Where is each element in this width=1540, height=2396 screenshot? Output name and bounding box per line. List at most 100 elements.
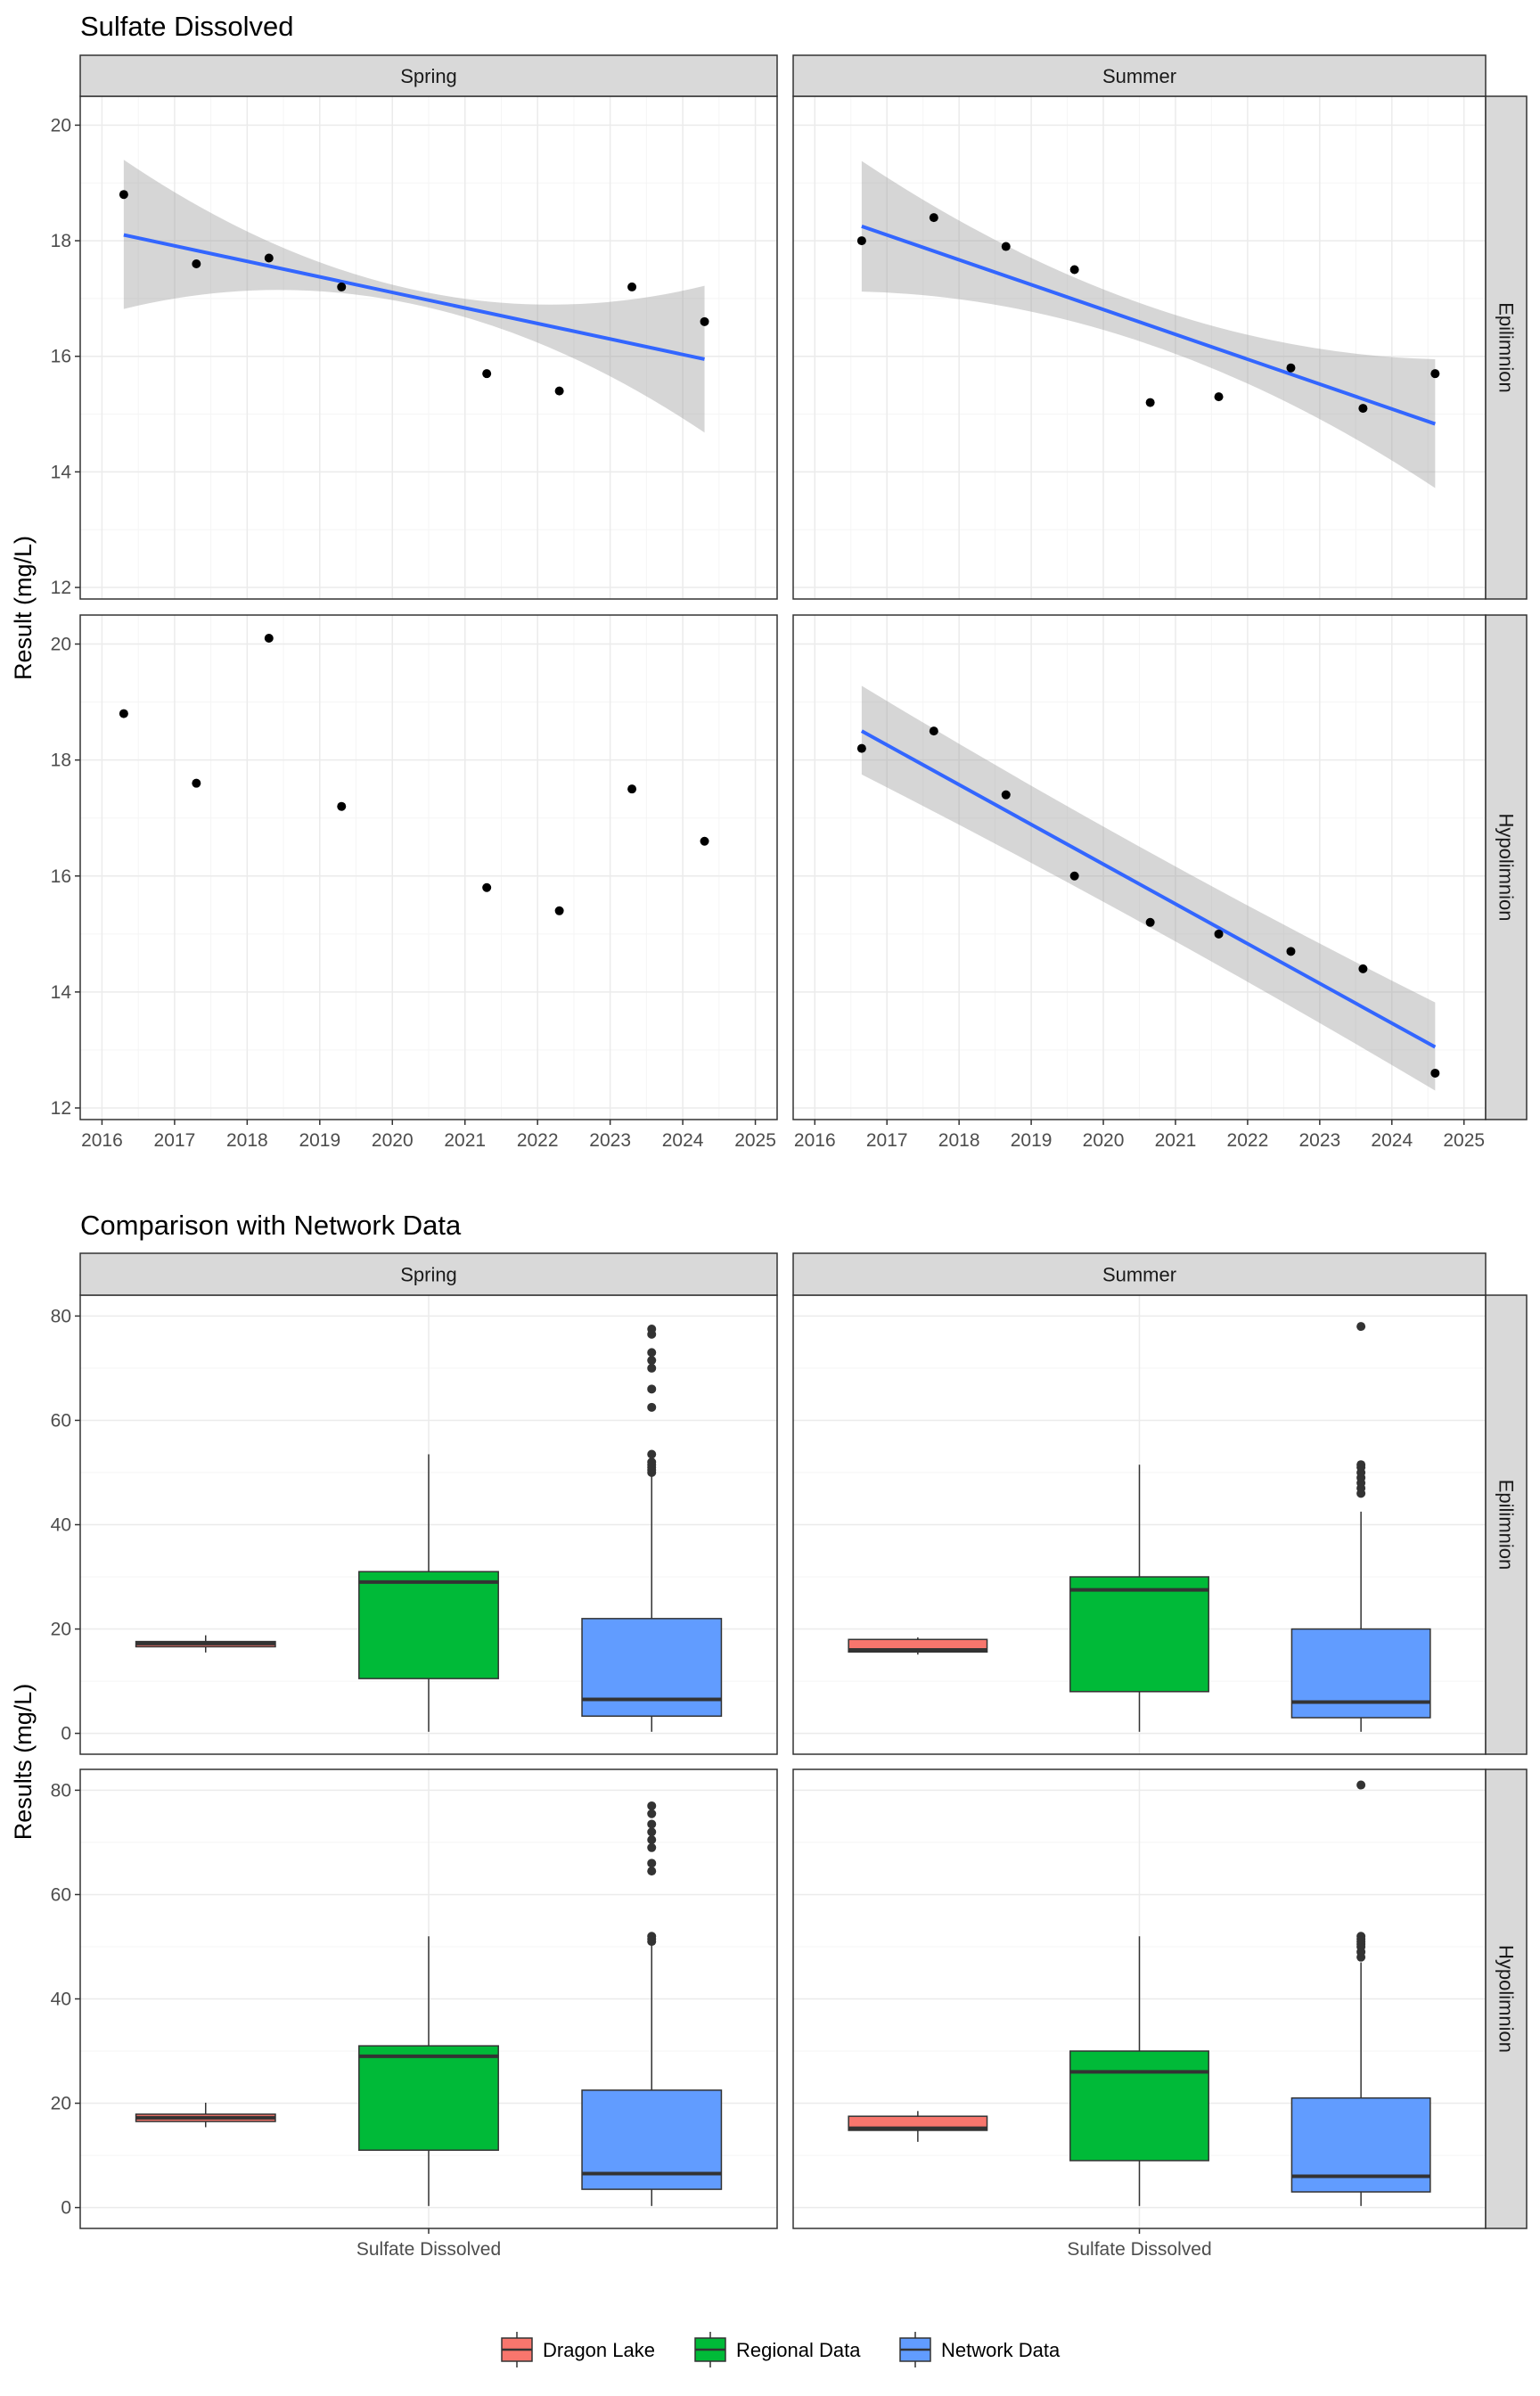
strip-label-summer: Summer [1102, 65, 1176, 87]
strip-label-spring: Spring [400, 1264, 457, 1286]
box-dragon-lake [135, 1635, 276, 1653]
outlier-point [1356, 1780, 1366, 1790]
x-tick-label: 2025 [1443, 1130, 1485, 1151]
chart-title-sulfate-dissolved: Sulfate Dissolved [80, 11, 294, 42]
outlier-point [647, 1801, 657, 1810]
y-tick-label: 18 [51, 751, 71, 771]
box-panel-spring-hypolimnion: 0 20 40 60 80 Sulfate Dissolved [51, 1768, 778, 2260]
box-panel-summer-epilimnion [792, 1294, 1487, 1755]
data-point [119, 709, 128, 718]
data-point [192, 778, 201, 788]
x-category-label: Sulfate Dissolved [356, 2239, 501, 2260]
data-point [627, 784, 637, 794]
data-point [264, 634, 274, 644]
outlier-point [647, 1819, 657, 1829]
outlier-point [1356, 1460, 1366, 1470]
data-point [856, 236, 866, 246]
x-tick-label: 2023 [589, 1130, 631, 1151]
panel-summer-epilimnion [792, 95, 1487, 600]
x-tick-label: 2019 [1011, 1130, 1053, 1151]
data-point [700, 316, 709, 326]
data-point [856, 743, 866, 753]
data-point [1286, 363, 1296, 373]
outlier-point [647, 1842, 657, 1852]
strip-label-hypolimnion: Hypolimnion [1495, 813, 1518, 921]
x-tick-label: 2017 [866, 1130, 908, 1151]
y-tick-label: 60 [51, 1884, 71, 1905]
data-point [929, 726, 938, 736]
strip-row-epilimnion [1485, 1294, 1528, 1755]
y-tick-label: 14 [51, 462, 72, 482]
box-regional-data [1069, 1465, 1209, 1732]
outlier-point [647, 1809, 657, 1818]
strip-row-hypolimnion [1485, 1768, 1528, 2229]
y-axis-title: Results (mg/L) [10, 1684, 37, 1841]
outlier-point [647, 1356, 657, 1366]
data-point [929, 213, 938, 223]
panel-summer-hypolimnion: 2016 2017 2018 2019 2020 2021 2022 2023 2024 2025 [792, 614, 1487, 1151]
data-point [1430, 369, 1440, 379]
y-tick-label: 80 [51, 1306, 71, 1326]
x-tick-label: 2019 [299, 1130, 340, 1151]
box-body [1290, 1628, 1431, 1719]
strip-col-spring [79, 54, 778, 97]
y-tick-label: 18 [51, 231, 71, 251]
box-regional-data [358, 1936, 499, 2206]
data-point [1069, 871, 1079, 881]
y-tick-label: 16 [51, 866, 71, 887]
trend-line [123, 233, 705, 361]
y-tick-label: 40 [51, 1515, 71, 1536]
x-tick-label: 2022 [1227, 1130, 1269, 1151]
y-tick-label: 60 [51, 1410, 71, 1431]
x-tick-label: 2021 [1155, 1130, 1197, 1151]
data-point [192, 259, 201, 268]
y-tick-label: 20 [51, 115, 71, 135]
x-tick-label: 2016 [794, 1130, 836, 1151]
x-tick-label: 2017 [154, 1130, 196, 1151]
y-tick-label: 16 [51, 347, 71, 367]
box-network-data [1290, 1322, 1431, 1732]
x-tick-label: 2024 [1371, 1130, 1413, 1151]
x-tick-label: 2018 [938, 1130, 980, 1151]
box-panel-spring-epilimnion: 0 20 40 60 80 [51, 1294, 778, 1755]
strip-label-summer: Summer [1102, 1264, 1176, 1286]
box-regional-data [1069, 1936, 1209, 2206]
scatter-trend-panels: 12 14 16 18 20 12 14 16 18 20 2016 2017 2018 2019 2020… [10, 54, 1528, 1151]
y-tick-label: 20 [51, 2094, 71, 2114]
y-tick-label: 12 [51, 578, 71, 598]
box-body [581, 1618, 723, 1718]
trend-line [860, 729, 1437, 1049]
data-point [554, 386, 564, 396]
strip-label-hypolimnion: Hypolimnion [1495, 1945, 1518, 2053]
y-tick-label: 0 [61, 2198, 71, 2219]
outlier-point [647, 1363, 657, 1373]
box-body [1069, 1576, 1209, 1693]
y-tick-label: 14 [51, 982, 72, 1003]
outlier-point [647, 1867, 657, 1876]
box-dragon-lake [848, 2111, 988, 2142]
box-regional-data [358, 1454, 499, 1732]
y-tick-label: 40 [51, 1990, 71, 2010]
data-point [1358, 964, 1368, 973]
legend-label: Dragon Lake [543, 2339, 655, 2361]
data-point [337, 282, 347, 291]
y-tick-label: 80 [51, 1780, 71, 1801]
box-network-data [1290, 1780, 1431, 2206]
x-tick-label: 2018 [226, 1130, 268, 1151]
data-point [482, 369, 492, 379]
outlier-point [647, 1384, 657, 1394]
y-axis-title: Result (mg/L) [10, 536, 37, 680]
strip-label-epilimnion: Epilimnion [1495, 1480, 1518, 1571]
strip-row-hypolimnion [1485, 614, 1528, 1120]
box-body [1069, 2050, 1209, 2162]
legend-item-dragon-lake: Dragon Lake [501, 2332, 655, 2367]
data-point [1069, 265, 1079, 275]
outlier-point [647, 1932, 657, 1941]
box-panel-summer-hypolimnion: Sulfate Dissolved [792, 1768, 1487, 2260]
data-point [1214, 929, 1224, 939]
outlier-point [647, 1402, 657, 1412]
legend-label: Regional Data [736, 2339, 861, 2361]
x-tick-label: 2022 [517, 1130, 559, 1151]
data-point [1145, 398, 1155, 407]
